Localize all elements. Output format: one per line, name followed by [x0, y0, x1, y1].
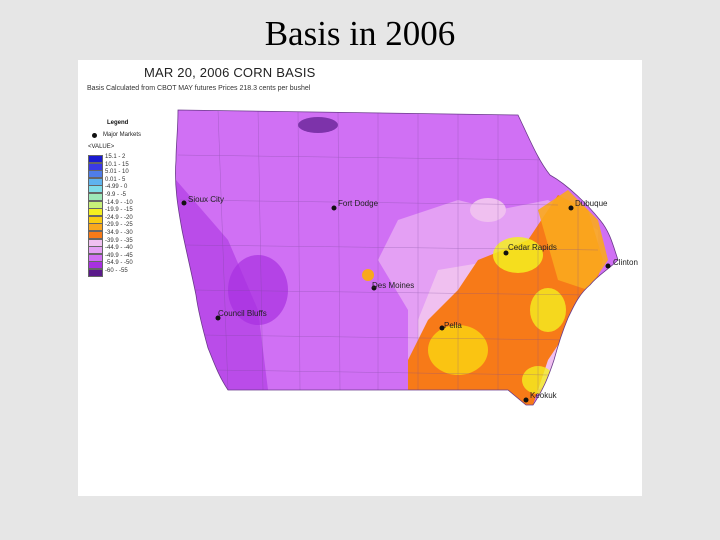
city-label: Cedar Rapids — [508, 243, 557, 252]
city-dot — [215, 315, 221, 321]
legend-swatch — [88, 208, 103, 217]
legend-row: -29.9 - -25 — [88, 222, 178, 232]
legend-marker-label: Major Markets — [103, 132, 142, 138]
legend-swatch-label: -14.9 - -10 — [105, 199, 133, 206]
legend-swatch-label: -60 - -55 — [105, 268, 128, 274]
legend-row: 10.1 - 15 — [88, 161, 178, 171]
legend-row: -49.9 - -45 — [88, 252, 178, 262]
city-dot — [331, 205, 337, 211]
region-yellow-cedar — [493, 237, 543, 273]
legend-row: -54.9 - -50 — [88, 260, 178, 270]
region-west-deep — [228, 255, 288, 325]
legend-swatch — [88, 246, 103, 255]
legend-swatch-label: -29.9 - -25 — [105, 222, 133, 229]
legend-swatch — [88, 269, 103, 277]
legend-swatch — [88, 162, 103, 171]
legend-swatch — [88, 215, 103, 224]
city-label: Pella — [444, 321, 462, 330]
city-label: Des Moines — [372, 281, 414, 290]
legend-swatch-label: -54.9 - -50 — [105, 260, 133, 267]
legend-row: -44.9 - -40 — [88, 245, 178, 255]
legend-row: -39.9 - -35 — [88, 237, 178, 247]
city-label: Clinton — [613, 258, 638, 267]
slide-title: Basis in 2006 — [264, 14, 456, 53]
legend-swatch — [88, 193, 103, 201]
legend-swatch-label: -24.9 - -20 — [105, 214, 133, 221]
legend-swatch-label: -39.9 - -35 — [105, 237, 133, 244]
iowa-basis-map: Sioux City Fort Dodge Dubuque Cedar Rapi… — [175, 109, 638, 406]
map-subtitle: Basis Calculated from CBOT MAY futures P… — [87, 85, 311, 92]
city-dot — [523, 397, 529, 403]
city-label: Keokuk — [530, 391, 558, 400]
legend-swatch — [88, 185, 103, 194]
city-label: Dubuque — [575, 199, 608, 208]
city-sioux-city: Sioux City — [181, 195, 224, 206]
city-dot — [439, 325, 445, 331]
city-dot — [371, 285, 377, 291]
legend-row: -19.9 - -15 — [88, 207, 178, 217]
legend-swatch-label: -4.99 - 0 — [105, 184, 128, 191]
legend-swatch-label: -9.9 - -5 — [105, 192, 127, 198]
legend-row: -4.99 - 0 — [88, 184, 178, 194]
legend-swatch — [88, 223, 103, 232]
legend-swatch-label: -34.9 - -30 — [105, 230, 133, 236]
legend-row: -60 - -55 — [88, 268, 178, 277]
map-figure: Sioux City Fort Dodge Dubuque Cedar Rapi… — [78, 60, 642, 496]
region-dm-spot — [362, 269, 374, 281]
legend-swatch-label: 0.01 - 5 — [105, 176, 126, 183]
city-markers: Sioux City Fort Dodge Dubuque Cedar Rapi… — [181, 195, 638, 403]
legend-swatch-label: 5.01 - 10 — [105, 169, 129, 176]
city-fort-dodge: Fort Dodge — [331, 199, 379, 211]
legend-swatch-label: 10.1 - 15 — [105, 161, 129, 168]
legend-swatch — [88, 155, 103, 163]
city-dubuque: Dubuque — [568, 199, 608, 211]
city-dot — [503, 250, 509, 256]
region-orange-light — [538, 190, 608, 290]
legend-row: -34.9 - -30 — [88, 230, 178, 239]
legend-row: 0.01 - 5 — [88, 176, 178, 186]
city-cedar-rapids: Cedar Rapids — [503, 243, 557, 256]
city-dot — [181, 200, 187, 206]
map-title: MAR 20, 2006 CORN BASIS — [144, 65, 316, 80]
legend-swatch — [88, 231, 103, 239]
major-market-marker-icon — [92, 132, 99, 139]
legend-swatch — [88, 261, 103, 270]
city-label: Fort Dodge — [338, 199, 379, 208]
city-label: Sioux City — [188, 195, 224, 204]
city-dot — [605, 263, 611, 269]
legend-swatch — [88, 170, 103, 179]
city-council-bluffs: Council Bluffs — [215, 309, 267, 321]
legend-row: -24.9 - -20 — [88, 214, 178, 224]
legend-swatch — [88, 177, 103, 186]
city-clinton: Clinton — [605, 258, 638, 269]
legend-row: 5.01 - 10 — [88, 169, 178, 179]
legend-swatch-label: -49.9 - -45 — [105, 252, 133, 259]
legend-swatch-label: 15.1 - 2 — [105, 154, 126, 160]
region-pale-pocket — [470, 198, 506, 222]
legend-heading: Legend — [107, 120, 129, 126]
legend-swatch-label: -19.9 - -15 — [105, 207, 133, 214]
legend-row: 15.1 - 2 — [88, 154, 178, 163]
city-pella: Pella — [439, 321, 462, 331]
legend-row: -14.9 - -10 — [88, 199, 178, 209]
legend-swatch — [88, 200, 103, 209]
city-keokuk: Keokuk — [523, 391, 558, 403]
region-north-deep — [298, 117, 338, 133]
legend-swatch-label: -44.9 - -40 — [105, 245, 133, 252]
county-grid — [177, 110, 599, 391]
legend-value-label: <VALUE> — [88, 144, 115, 150]
city-label: Council Bluffs — [218, 309, 267, 318]
legend-swatch — [88, 238, 103, 247]
legend-row: -9.9 - -5 — [88, 192, 178, 201]
legend-swatch — [88, 253, 103, 262]
city-des-moines: Des Moines — [371, 281, 414, 291]
iowa-outline — [175, 109, 619, 406]
region-yellow-east — [530, 288, 566, 332]
city-dot — [568, 205, 574, 211]
